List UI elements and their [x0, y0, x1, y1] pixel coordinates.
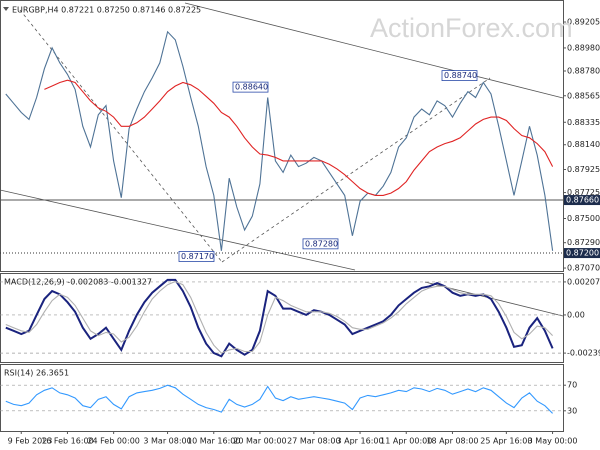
level-box [564, 248, 600, 259]
title-icon [3, 7, 9, 11]
series-line [5, 278, 554, 358]
x-tick-label: 25 Apr 16:00 [480, 437, 532, 446]
trend-dashed [19, 9, 223, 263]
y-tick-label: 0.87725 [567, 188, 600, 197]
y-tick-label: 0.00 [567, 310, 585, 319]
annotation-label: 0.87170 [181, 252, 214, 261]
y-tick-label: 0.88780 [567, 66, 600, 75]
x-tick-label: 27 Mar 08:00 [287, 437, 340, 446]
macd-panel [0, 273, 564, 363]
trend-lines [0, 2, 564, 317]
x-tick-label: 3 May 00:00 [528, 437, 578, 446]
panel-title: MACD(12,26,9) -0.002083 -0.001327 [4, 278, 152, 287]
y-tick-label: 0.87290 [567, 238, 600, 247]
annotation-box [232, 81, 269, 93]
series-line [5, 30, 554, 251]
y-tick-label: 70 [567, 381, 577, 390]
annotation-label: 0.87280 [305, 239, 338, 248]
annotation-label: 0.88640 [235, 83, 268, 92]
y-tick-label: -0.002398 [567, 349, 600, 358]
x-tick-label: 24 Feb 00:00 [87, 437, 139, 446]
annotation-label: 0.88740 [444, 71, 477, 80]
y-tick-label: 0.88335 [567, 118, 600, 127]
channel-upper [184, 2, 564, 99]
y-tick-label: 0.87070 [567, 264, 600, 273]
x-tick-label: 9 Feb 2023 [8, 437, 53, 446]
x-tick-label: 3 Apr 16:00 [337, 437, 384, 446]
y-tick-label: 30 [567, 406, 577, 415]
y-tick-label: 0.002075 [567, 277, 600, 286]
y-tick-label: 0.87925 [567, 165, 600, 174]
annotation-box [441, 70, 478, 81]
panel-title: RSI(14) 26.3651 [4, 369, 69, 378]
price-panel [0, 0, 564, 272]
level-label: 0.87200 [566, 249, 599, 258]
trend-dashed [221, 77, 491, 263]
x-tick-label: 11 Apr 00:00 [380, 437, 432, 446]
level-box [564, 195, 600, 206]
x-tick-label: 10 Mar 16:00 [187, 437, 240, 446]
y-tick-label: 0.87500 [567, 214, 600, 223]
channel-lower [0, 189, 356, 271]
series-line [5, 280, 553, 354]
y-tick-label: 0.88980 [567, 43, 600, 52]
y-tick-label: 0.88140 [567, 140, 600, 149]
watermark: ActionForex.com [370, 13, 573, 43]
series-line [44, 79, 554, 196]
x-tick-label: 3 Mar 08:00 [143, 437, 191, 446]
series-line [5, 384, 553, 414]
annotation-box [178, 251, 215, 262]
rsi-panel [0, 364, 564, 432]
panel-title: EURGBP,H4 0.87221 0.87250 0.87146 0.8722… [12, 6, 201, 15]
level-label: 0.87660 [566, 196, 599, 205]
x-tick-label: 18 Apr 08:00 [426, 437, 478, 446]
y-tick-label: 0.88565 [567, 91, 600, 100]
y-tick-label: 0.89205 [567, 18, 600, 27]
annotation-box [302, 238, 339, 250]
x-tick-label: 20 Mar 00:00 [233, 437, 286, 446]
x-tick-label: 16 Feb 16:00 [41, 437, 93, 446]
